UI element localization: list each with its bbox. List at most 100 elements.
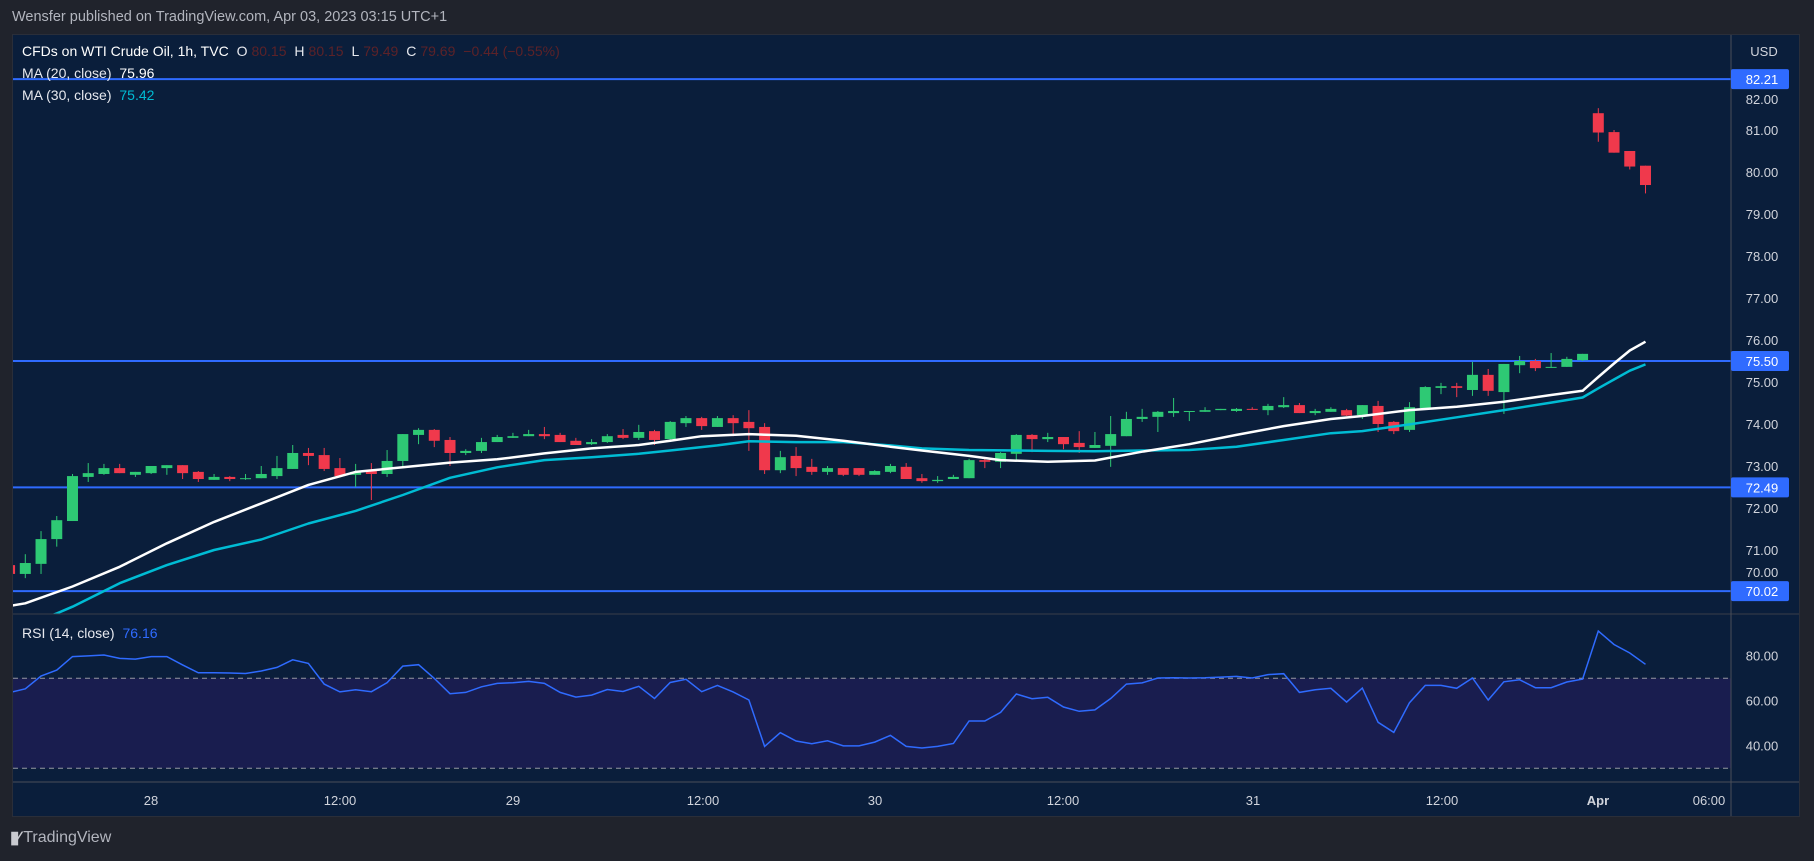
candle (114, 463, 126, 474)
candle-body (853, 468, 865, 475)
candle (1215, 408, 1227, 411)
candle (1278, 397, 1290, 409)
rsi-tick-label: 40.00 (1746, 739, 1779, 754)
candle (1514, 355, 1526, 374)
candle (1482, 368, 1494, 396)
price-tick-label: 78.00 (1746, 249, 1779, 264)
candle-body (19, 563, 31, 574)
candle (680, 416, 692, 427)
candle-body (1624, 151, 1636, 167)
candle-body (114, 468, 126, 474)
candle (633, 424, 645, 440)
time-tick-label: 12:00 (324, 793, 357, 808)
candle (727, 415, 739, 437)
candle (869, 470, 881, 475)
candle-body (98, 468, 110, 474)
time-axis[interactable]: 28 12:00 29 12:00 30 12:00 31 12:00 Apr 06:00 (144, 793, 1726, 808)
candle-body (916, 478, 928, 482)
candle-body (680, 418, 692, 424)
open-label: O (236, 43, 248, 59)
level-price-label-bg[interactable] (1731, 69, 1789, 90)
candle (570, 437, 582, 445)
candle-body (869, 471, 881, 475)
candle (916, 473, 928, 483)
candle-body (601, 436, 613, 443)
rsi-legend[interactable]: RSI (14, close) 76.16 (22, 625, 162, 641)
candle-body (318, 455, 330, 469)
candle-body (1105, 434, 1117, 446)
rsi-value: 76.16 (122, 625, 158, 641)
candle-body (1466, 374, 1478, 390)
ma20-legend[interactable]: MA (20, close) 75.96 (22, 65, 158, 81)
open-value: 80.15 (251, 43, 287, 59)
level-price-label: 70.02 (1746, 584, 1779, 599)
candle-body (1577, 353, 1589, 361)
candle (145, 466, 157, 474)
candle (365, 463, 377, 501)
candle-body (224, 476, 236, 480)
price-tick-label: 76.00 (1746, 333, 1779, 348)
candle-body (1168, 410, 1180, 414)
candle-body (397, 434, 409, 461)
candle (255, 466, 267, 479)
candle (491, 434, 503, 443)
candle (932, 476, 944, 483)
candle-body (13, 565, 16, 574)
candle (790, 447, 802, 477)
candle (1545, 353, 1557, 368)
candle-body (1089, 445, 1101, 448)
candle (19, 554, 31, 579)
candle-body (995, 452, 1007, 462)
candle-body (255, 473, 267, 479)
time-tick-label: 29 (506, 793, 520, 808)
candle (696, 416, 708, 430)
price-tick-label: 75.00 (1746, 375, 1779, 390)
candle-body (979, 460, 991, 462)
price-tick-label: 82.00 (1746, 92, 1779, 107)
candle (554, 432, 566, 443)
change-value: −0.44 (−0.55%) (463, 43, 560, 59)
candle-body (1482, 374, 1494, 391)
candle-body (381, 460, 393, 474)
candle-body (208, 476, 220, 480)
candle-body (428, 429, 440, 441)
candle-body (161, 465, 173, 469)
rsi-tick-label: 60.00 (1746, 694, 1779, 709)
candle (1120, 411, 1132, 437)
candle (900, 463, 912, 480)
time-tick-label: 12:00 (1426, 793, 1459, 808)
time-tick-label: 28 (144, 793, 158, 808)
candle-body (1073, 442, 1085, 448)
level-price-label-bg[interactable] (1731, 477, 1789, 498)
candle (66, 473, 78, 522)
ma30-label: MA (30, close) (22, 87, 112, 103)
horizontal-levels[interactable] (13, 78, 1731, 593)
candle-body (334, 468, 346, 477)
candle (853, 468, 865, 477)
candle (1561, 356, 1573, 367)
level-price-label-bg[interactable] (1731, 351, 1789, 371)
price-axis[interactable]: 82.00 81.00 80.00 79.00 78.00 77.00 76.00 75.00… (1731, 69, 1789, 754)
candle-body (82, 473, 94, 477)
candle-body (1356, 405, 1368, 416)
tradingview-footer[interactable]: ▮⁄ TradingView (10, 828, 111, 848)
candle-body (240, 478, 252, 480)
candle-body (129, 471, 141, 475)
candle (1639, 165, 1651, 194)
candle (475, 437, 487, 453)
candle-body (1341, 410, 1353, 416)
candle (208, 473, 220, 480)
candle (664, 421, 676, 443)
candle-body (1183, 410, 1195, 412)
candle-body (1293, 405, 1305, 414)
level-price-label-bg[interactable] (1731, 581, 1789, 602)
level-price-label: 82.21 (1746, 72, 1779, 87)
candle-body (570, 440, 582, 445)
ma30-legend[interactable]: MA (30, close) 75.42 (22, 87, 158, 103)
price-tick-label: 79.00 (1746, 207, 1779, 222)
candle-body (1561, 358, 1573, 367)
candle (287, 445, 299, 469)
candle-body (1639, 165, 1651, 186)
